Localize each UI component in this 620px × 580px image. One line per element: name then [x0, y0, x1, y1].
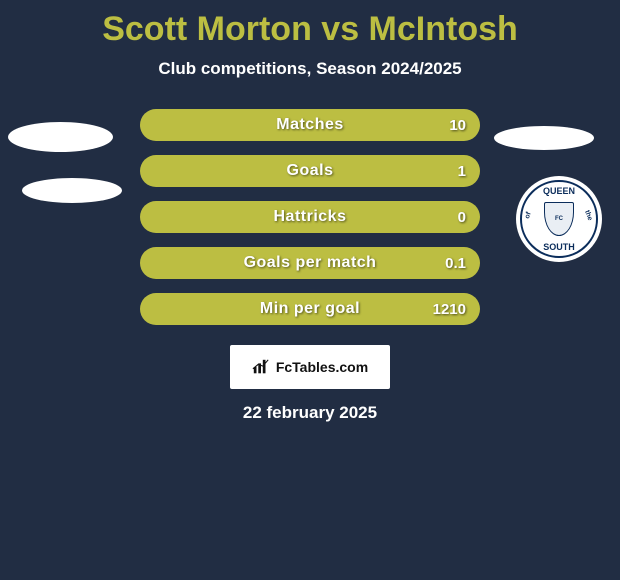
stat-row: Goals 1 — [0, 155, 620, 187]
source-logo-text: FcTables.com — [276, 359, 368, 375]
bar-chart-icon — [252, 358, 270, 376]
stats-container: Matches 10 Goals 1 Hattricks 0 Goals per… — [0, 109, 620, 325]
stat-value: 10 — [449, 117, 466, 134]
stat-label: Goals per match — [244, 254, 377, 272]
generated-date: 22 february 2025 — [0, 403, 620, 423]
stat-value: 1 — [458, 163, 466, 180]
stat-label: Matches — [276, 116, 344, 134]
stat-value: 0.1 — [445, 255, 466, 272]
stat-label: Min per goal — [260, 300, 360, 318]
stat-bar-goals: Goals 1 — [140, 155, 480, 187]
stat-label: Goals — [287, 162, 334, 180]
stat-value: 1210 — [433, 301, 466, 318]
page-subtitle: Club competitions, Season 2024/2025 — [0, 59, 620, 79]
stat-bar-matches: Matches 10 — [140, 109, 480, 141]
stat-row: Goals per match 0.1 — [0, 247, 620, 279]
stat-value: 0 — [458, 209, 466, 226]
stat-bar-hattricks: Hattricks 0 — [140, 201, 480, 233]
source-logo-box: FcTables.com — [230, 345, 390, 389]
stat-row: Hattricks 0 — [0, 201, 620, 233]
stat-bar-min-per-goal: Min per goal 1210 — [140, 293, 480, 325]
page-title: Scott Morton vs McIntosh — [0, 0, 620, 49]
stat-label: Hattricks — [274, 208, 347, 226]
stat-row: Min per goal 1210 — [0, 293, 620, 325]
stat-bar-goals-per-match: Goals per match 0.1 — [140, 247, 480, 279]
stat-row: Matches 10 — [0, 109, 620, 141]
